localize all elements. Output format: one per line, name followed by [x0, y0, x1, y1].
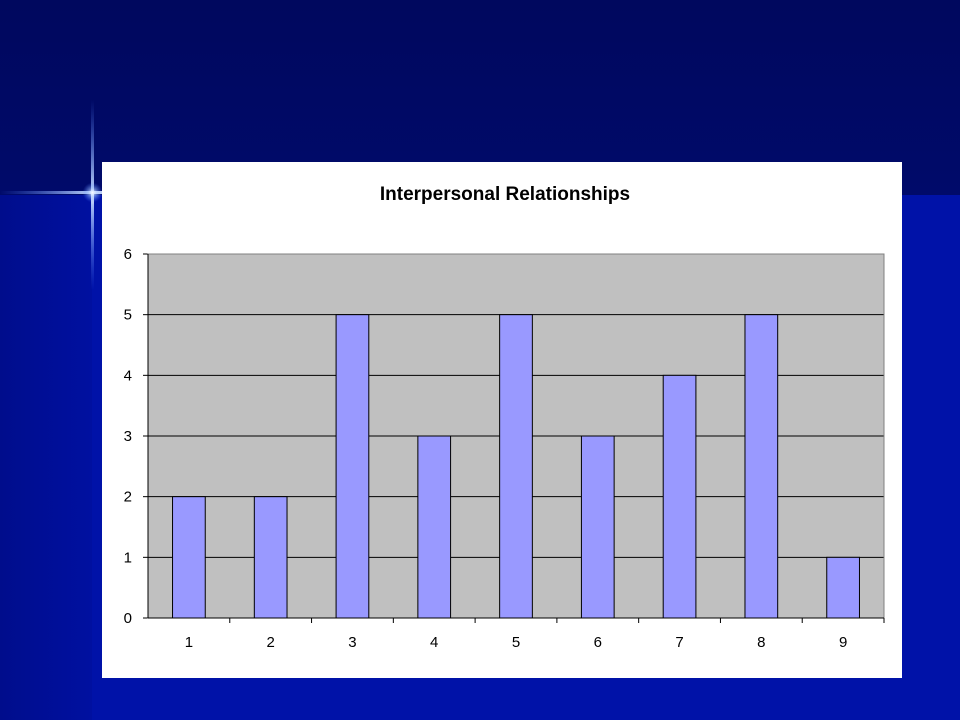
y-tick-label: 3 — [124, 428, 132, 445]
y-tick-label: 1 — [124, 549, 132, 566]
x-tick-label: 3 — [348, 634, 356, 651]
x-tick-label: 2 — [266, 634, 274, 651]
bar — [253, 496, 288, 619]
y-tick-label: 0 — [124, 610, 132, 627]
bar — [499, 314, 533, 619]
y-tick-label: 6 — [124, 246, 132, 263]
x-tick-label: 4 — [430, 634, 438, 651]
chart-frame: Interpersonal Relationships 0 1 2 3 4 5 6 1 2 3 4 5… — [102, 162, 902, 678]
bar — [662, 374, 697, 619]
bar — [826, 556, 860, 619]
bar — [335, 314, 370, 619]
bar — [744, 314, 779, 619]
x-tick-label: 6 — [594, 634, 602, 651]
bar — [172, 496, 206, 619]
x-tick-label: 1 — [185, 634, 193, 651]
chart-title: Interpersonal Relationships — [380, 184, 630, 205]
y-tick-label: 2 — [124, 489, 132, 506]
bar — [417, 435, 452, 619]
x-tick-label: 5 — [512, 634, 520, 651]
y-tick-label: 4 — [124, 367, 132, 384]
slide-left-strip — [0, 195, 92, 720]
x-tick-label: 8 — [757, 634, 765, 651]
y-tick-label: 5 — [124, 307, 132, 324]
x-tick-label: 9 — [839, 634, 847, 651]
bar — [580, 435, 615, 619]
x-tick-label: 7 — [675, 634, 683, 651]
bar-chart: Interpersonal Relationships 0 1 2 3 4 5 6 1 2 3 4 5… — [124, 184, 885, 651]
